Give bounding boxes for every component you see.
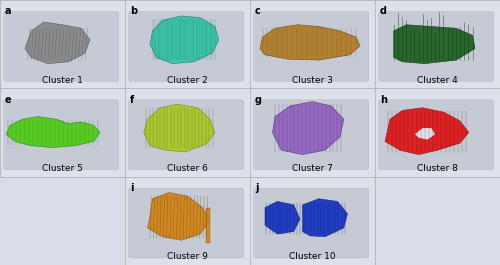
FancyBboxPatch shape — [4, 11, 119, 81]
FancyBboxPatch shape — [379, 11, 494, 81]
Text: Cluster 9: Cluster 9 — [167, 253, 208, 262]
Text: d: d — [380, 6, 387, 16]
FancyBboxPatch shape — [4, 100, 119, 170]
Text: Cluster 3: Cluster 3 — [292, 76, 333, 85]
Text: j: j — [255, 183, 258, 193]
FancyBboxPatch shape — [129, 100, 244, 170]
Text: Cluster 2: Cluster 2 — [167, 76, 208, 85]
Polygon shape — [6, 117, 100, 148]
Polygon shape — [302, 199, 348, 237]
Text: f: f — [130, 95, 134, 104]
Polygon shape — [385, 108, 469, 154]
FancyBboxPatch shape — [129, 188, 244, 258]
Polygon shape — [148, 193, 210, 240]
Polygon shape — [25, 22, 90, 64]
FancyBboxPatch shape — [254, 11, 369, 81]
Polygon shape — [272, 101, 344, 154]
Text: i: i — [130, 183, 134, 193]
Text: Cluster 4: Cluster 4 — [417, 76, 458, 85]
Text: b: b — [130, 6, 137, 16]
Polygon shape — [394, 25, 475, 64]
Text: Cluster 5: Cluster 5 — [42, 164, 83, 173]
Text: h: h — [380, 95, 387, 104]
FancyBboxPatch shape — [254, 100, 369, 170]
Polygon shape — [206, 207, 210, 243]
Text: c: c — [255, 6, 261, 16]
Text: Cluster 8: Cluster 8 — [417, 164, 458, 173]
FancyBboxPatch shape — [254, 188, 369, 258]
Polygon shape — [265, 201, 300, 234]
Text: Cluster 1: Cluster 1 — [42, 76, 83, 85]
Text: Cluster 7: Cluster 7 — [292, 164, 333, 173]
Text: g: g — [255, 95, 262, 104]
Text: e: e — [5, 95, 12, 104]
Polygon shape — [415, 128, 435, 140]
FancyBboxPatch shape — [129, 11, 244, 81]
Text: Cluster 6: Cluster 6 — [167, 164, 208, 173]
Polygon shape — [150, 16, 219, 64]
Polygon shape — [260, 25, 360, 60]
Text: Cluster 10: Cluster 10 — [289, 253, 336, 262]
Polygon shape — [144, 104, 215, 152]
FancyBboxPatch shape — [379, 100, 494, 170]
Text: a: a — [5, 6, 12, 16]
